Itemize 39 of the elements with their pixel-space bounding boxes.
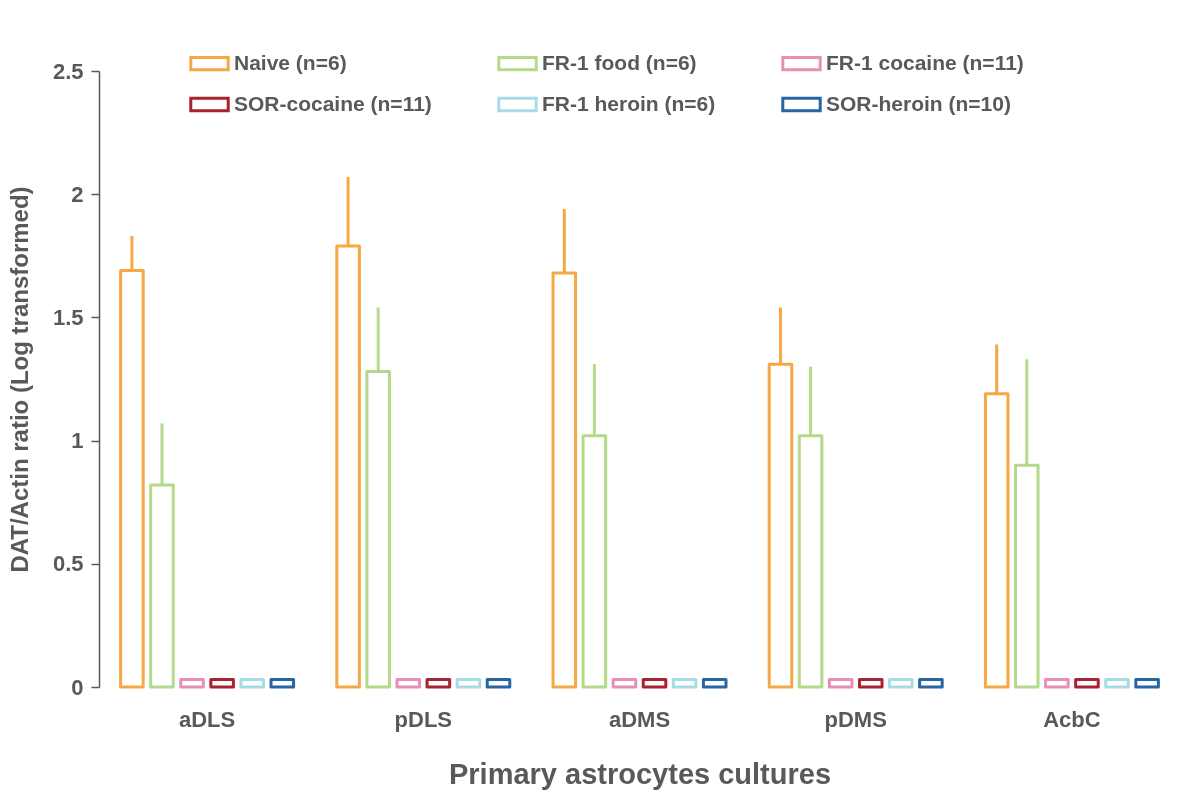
bar <box>269 678 296 689</box>
y-tick-label: 1 <box>71 428 84 454</box>
y-tick-label: 2 <box>71 181 84 207</box>
x-tick-label: aDMS <box>608 706 671 732</box>
bar <box>395 678 422 689</box>
bar <box>701 678 728 689</box>
bar <box>179 678 205 689</box>
bar <box>239 678 265 689</box>
bar <box>425 678 452 689</box>
bar <box>611 678 638 689</box>
legend-label: SOR-heroin (n=10) <box>826 91 1011 115</box>
bar <box>209 678 235 689</box>
bar <box>1104 678 1130 689</box>
bar <box>1134 678 1160 689</box>
legend-label: SOR-cocaine (n=11) <box>234 91 432 115</box>
x-tick-label: AcbC <box>1043 706 1101 732</box>
bar <box>1044 678 1070 689</box>
x-axis-title: Primary astrocytes cultures <box>448 757 832 790</box>
y-tick-label: 0 <box>71 674 84 700</box>
legend-label: FR-1 cocaine (n=11) <box>826 50 1024 74</box>
x-tick-label: pDLS <box>394 706 453 732</box>
legend-label: Naive (n=6) <box>234 50 347 74</box>
bar <box>1074 678 1100 689</box>
y-tick-label: 0.5 <box>52 551 84 577</box>
bar <box>485 678 512 689</box>
bar <box>857 678 884 689</box>
y-axis-title: DAT/Actin ratio (Log transformed) <box>5 186 33 573</box>
bar <box>888 678 914 689</box>
y-tick-label: 1.5 <box>52 304 84 330</box>
bar <box>671 678 698 689</box>
x-tick-label: pDMS <box>824 706 887 732</box>
bar <box>455 678 482 689</box>
legend-label: FR-1 food (n=6) <box>542 50 697 74</box>
y-tick-label: 2.5 <box>52 58 84 84</box>
bar <box>918 678 944 689</box>
legend-label: FR-1 heroin (n=6) <box>542 91 716 115</box>
bar <box>641 678 668 689</box>
bar <box>827 678 854 689</box>
x-tick-label: aDLS <box>178 706 236 732</box>
